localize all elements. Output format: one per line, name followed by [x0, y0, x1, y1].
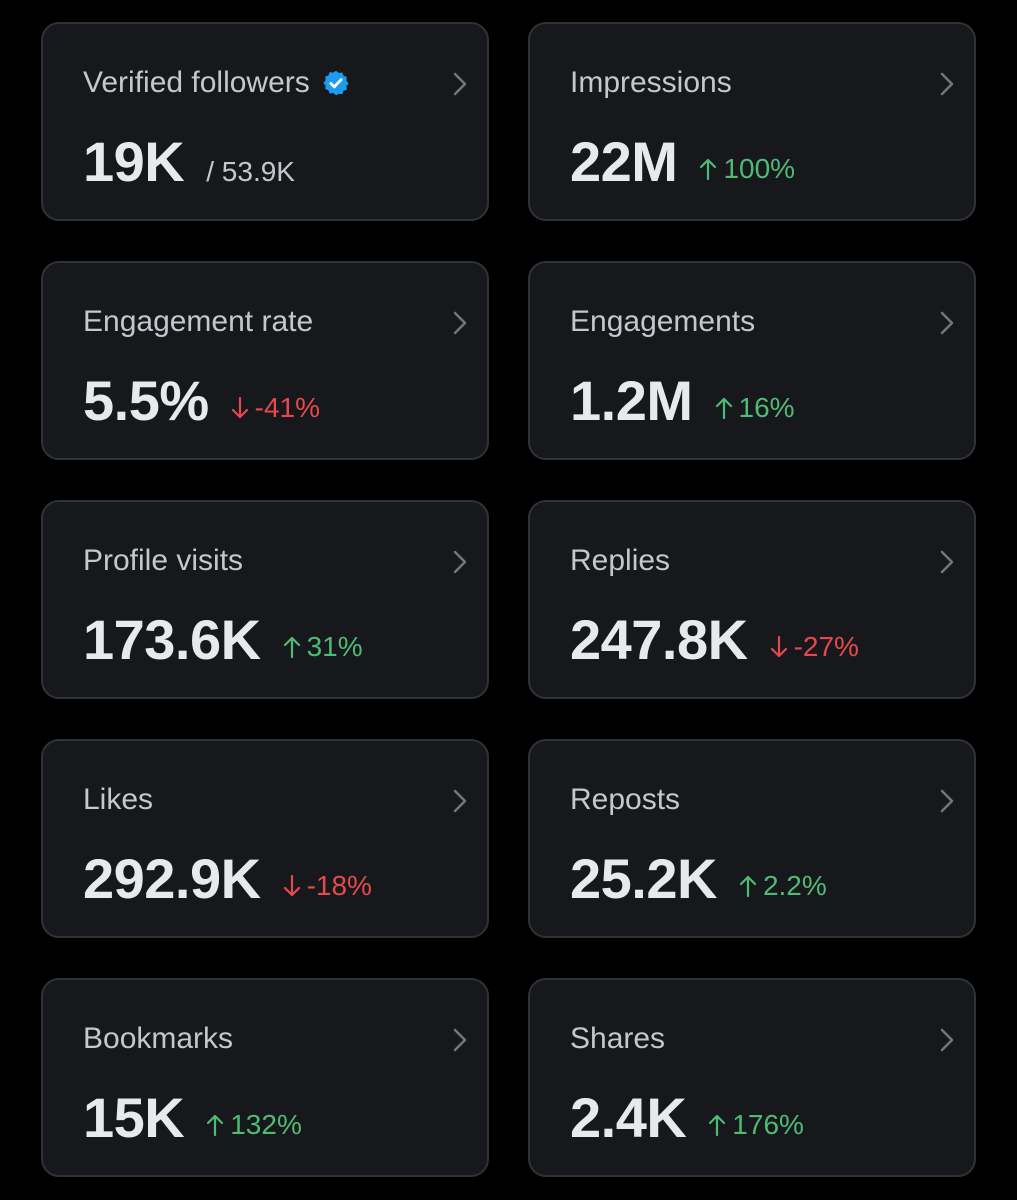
- change-value: 176%: [732, 1109, 804, 1140]
- card-engagement-rate[interactable]: Engagement rate 5.5% -41%: [41, 261, 489, 460]
- change-indicator: 132%: [206, 1109, 302, 1141]
- arrow-up-icon: [700, 158, 717, 181]
- arrow-up-icon: [709, 1114, 726, 1137]
- card-bookmarks[interactable]: Bookmarks 15K 132%: [41, 978, 489, 1177]
- analytics-grid: Verified followers 19K / 53.9K Impressio…: [41, 22, 976, 1177]
- metric-value: 2.4K: [570, 1086, 687, 1149]
- change-indicator: -41%: [231, 392, 320, 424]
- card-title-row: Likes: [83, 783, 153, 817]
- value-row: 5.5% -41%: [83, 371, 320, 431]
- arrow-up-icon: [283, 636, 300, 659]
- arrow-down-icon: [283, 874, 300, 897]
- card-title: Impressions: [570, 66, 732, 99]
- value-row: 22M 100%: [570, 132, 795, 192]
- value-row: 1.2M 16%: [570, 371, 795, 431]
- card-shares[interactable]: Shares 2.4K 176%: [528, 978, 976, 1177]
- chevron-right-icon[interactable]: [449, 1026, 471, 1054]
- card-likes[interactable]: Likes 292.9K -18%: [41, 739, 489, 938]
- value-row: 173.6K 31%: [83, 610, 363, 670]
- change-indicator: 2.2%: [739, 870, 827, 902]
- metric-value: 292.9K: [83, 847, 261, 910]
- metric-value: 247.8K: [570, 608, 748, 671]
- change-value: 31%: [306, 631, 363, 662]
- chevron-right-icon[interactable]: [449, 787, 471, 815]
- card-verified-followers[interactable]: Verified followers 19K / 53.9K: [41, 22, 489, 221]
- chevron-right-icon[interactable]: [936, 309, 958, 337]
- change-indicator: -18%: [283, 870, 372, 902]
- verified-badge-icon: [323, 70, 349, 96]
- card-profile-visits[interactable]: Profile visits 173.6K 31%: [41, 500, 489, 699]
- change-indicator: 100%: [699, 153, 795, 185]
- arrow-down-icon: [231, 396, 248, 419]
- metric-total: / 53.9K: [206, 156, 295, 187]
- card-title: Engagement rate: [83, 305, 314, 338]
- change-value: -27%: [793, 631, 859, 662]
- change-value: 16%: [738, 392, 795, 423]
- change-indicator: -27%: [770, 631, 859, 663]
- change-value: 2.2%: [762, 870, 827, 901]
- arrow-up-icon: [739, 875, 757, 898]
- metric-value: 15K: [83, 1086, 185, 1149]
- change-value: 132%: [230, 1109, 302, 1140]
- card-title-row: Shares: [570, 1022, 665, 1056]
- metric-value: 19K: [83, 130, 185, 193]
- change-value: 100%: [723, 153, 796, 184]
- card-title: Engagements: [570, 305, 756, 338]
- change-indicator: 176%: [708, 1109, 804, 1141]
- chevron-right-icon[interactable]: [936, 70, 958, 98]
- card-reposts[interactable]: Reposts 25.2K 2.2%: [528, 739, 976, 938]
- value-row: 2.4K 176%: [570, 1088, 804, 1148]
- card-title: Bookmarks: [83, 1022, 234, 1055]
- card-title: Profile visits: [83, 544, 244, 577]
- chevron-right-icon[interactable]: [936, 548, 958, 576]
- card-title-row: Verified followers: [83, 66, 350, 100]
- card-title-row: Engagement rate: [83, 305, 313, 339]
- arrow-up-icon: [207, 1114, 224, 1137]
- chevron-right-icon[interactable]: [449, 309, 471, 337]
- value-row: 25.2K 2.2%: [570, 849, 827, 909]
- change-value: -41%: [254, 392, 321, 423]
- metric-value: 22M: [570, 130, 678, 193]
- metric-value: 173.6K: [83, 608, 261, 671]
- value-row: 19K / 53.9K: [83, 132, 295, 192]
- change-value: -18%: [306, 870, 372, 901]
- chevron-right-icon[interactable]: [936, 787, 958, 815]
- arrow-up-icon: [715, 397, 732, 420]
- card-title-row: Bookmarks: [83, 1022, 233, 1056]
- change-indicator: 31%: [283, 631, 363, 663]
- chevron-right-icon[interactable]: [936, 1026, 958, 1054]
- card-title: Likes: [83, 783, 154, 816]
- change-indicator: 16%: [715, 392, 795, 424]
- metric-value: 5.5%: [83, 369, 209, 432]
- card-title-row: Profile visits: [83, 544, 243, 578]
- card-engagements[interactable]: Engagements 1.2M 16%: [528, 261, 976, 460]
- metric-value: 1.2M: [570, 369, 693, 432]
- chevron-right-icon[interactable]: [449, 70, 471, 98]
- chevron-right-icon[interactable]: [449, 548, 471, 576]
- card-title: Replies: [570, 544, 671, 577]
- card-title-row: Reposts: [570, 783, 680, 817]
- card-replies[interactable]: Replies 247.8K -27%: [528, 500, 976, 699]
- arrow-down-icon: [770, 635, 787, 658]
- value-row: 292.9K -18%: [83, 849, 372, 909]
- card-title-row: Engagements: [570, 305, 755, 339]
- value-row: 15K 132%: [83, 1088, 302, 1148]
- card-title: Reposts: [570, 783, 681, 816]
- card-title-row: Impressions: [570, 66, 732, 100]
- metric-value: 25.2K: [570, 847, 717, 910]
- card-title-row: Replies: [570, 544, 670, 578]
- value-row: 247.8K -27%: [570, 610, 859, 670]
- card-title: Verified followers: [83, 66, 310, 99]
- card-impressions[interactable]: Impressions 22M 100%: [528, 22, 976, 221]
- card-title: Shares: [570, 1022, 666, 1055]
